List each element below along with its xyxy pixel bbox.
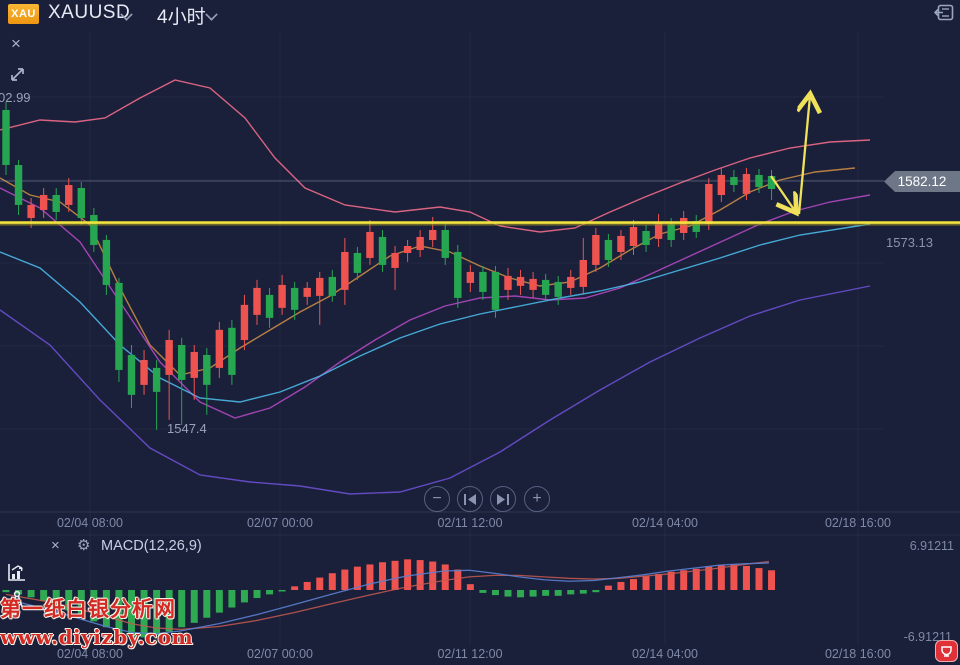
time-tick-label: 02/07 00:00 xyxy=(246,647,314,661)
watermark-title: 第一纸白银分析网 xyxy=(0,596,176,621)
time-tick-label: 02/04 08:00 xyxy=(56,647,124,661)
time-tick-label: 02/14 04:00 xyxy=(631,516,699,530)
overlay-ma-tan xyxy=(0,167,856,376)
overlay-ma-cyan xyxy=(0,223,871,403)
macd-settings-gear-icon[interactable]: ⚙ xyxy=(77,537,91,554)
current-price-tag: 1582.12 xyxy=(884,171,960,192)
skip-forward-button[interactable] xyxy=(490,486,516,512)
time-tick-label: 02/14 04:00 xyxy=(631,647,699,661)
timeframe-dropdown-chevron-icon[interactable] xyxy=(205,8,218,21)
time-tick-label: 02/07 00:00 xyxy=(246,516,314,530)
skip-back-icon xyxy=(464,493,476,505)
indicator-chart-icon[interactable] xyxy=(7,562,27,587)
chart-close-icon[interactable]: × xyxy=(11,34,21,53)
skip-forward-icon xyxy=(497,493,509,505)
overlay-band-mid xyxy=(0,187,871,419)
symbol-badge: XAU xyxy=(8,4,39,24)
price-level-label: 1573.13 xyxy=(886,235,933,250)
watermark-url: www.diyizby.com xyxy=(0,625,194,649)
chart-resize-icon[interactable] xyxy=(9,66,26,83)
macd-title: MACD(12,26,9) xyxy=(101,538,202,554)
watermark: 第一纸白银分析网 www.diyizby.com xyxy=(0,593,193,649)
macd-scale-max-label: 6.91211 xyxy=(909,539,954,553)
macd-dea-line xyxy=(5,560,770,631)
promo-badge-icon[interactable] xyxy=(935,640,958,662)
zoom-in-button[interactable]: + xyxy=(524,486,550,512)
symbol-label[interactable]: XAUUSD xyxy=(48,2,131,23)
rally-arrow xyxy=(799,96,810,215)
pullback-arrow xyxy=(770,175,795,211)
macd-close-icon[interactable]: × xyxy=(51,537,60,554)
plus-icon: + xyxy=(532,490,542,507)
overlay-band-lower xyxy=(0,285,871,495)
macd-dif-line xyxy=(5,562,770,635)
time-tick-label: 02/11 12:00 xyxy=(437,647,503,661)
time-tick-label: 02/18 16:00 xyxy=(824,647,892,661)
high-price-label: 02.99 xyxy=(0,90,31,105)
time-tick-label: 02/11 12:00 xyxy=(437,516,503,530)
chart-header: XAU XAUUSD 4小时 xyxy=(0,0,960,30)
panel-toggle-icon[interactable] xyxy=(933,4,954,22)
zoom-out-button[interactable]: − xyxy=(424,486,450,512)
compass-tool-icon[interactable] xyxy=(7,590,27,617)
overlay-band-upper xyxy=(0,79,871,233)
time-tick-label: 02/18 16:00 xyxy=(824,516,892,530)
minus-icon: − xyxy=(432,490,442,507)
timeframe-label[interactable]: 4小时 xyxy=(157,7,206,28)
time-tick-label: 02/04 08:00 xyxy=(56,516,124,530)
low-price-label: 1547.4 xyxy=(167,421,207,436)
skip-back-button[interactable] xyxy=(457,486,483,512)
